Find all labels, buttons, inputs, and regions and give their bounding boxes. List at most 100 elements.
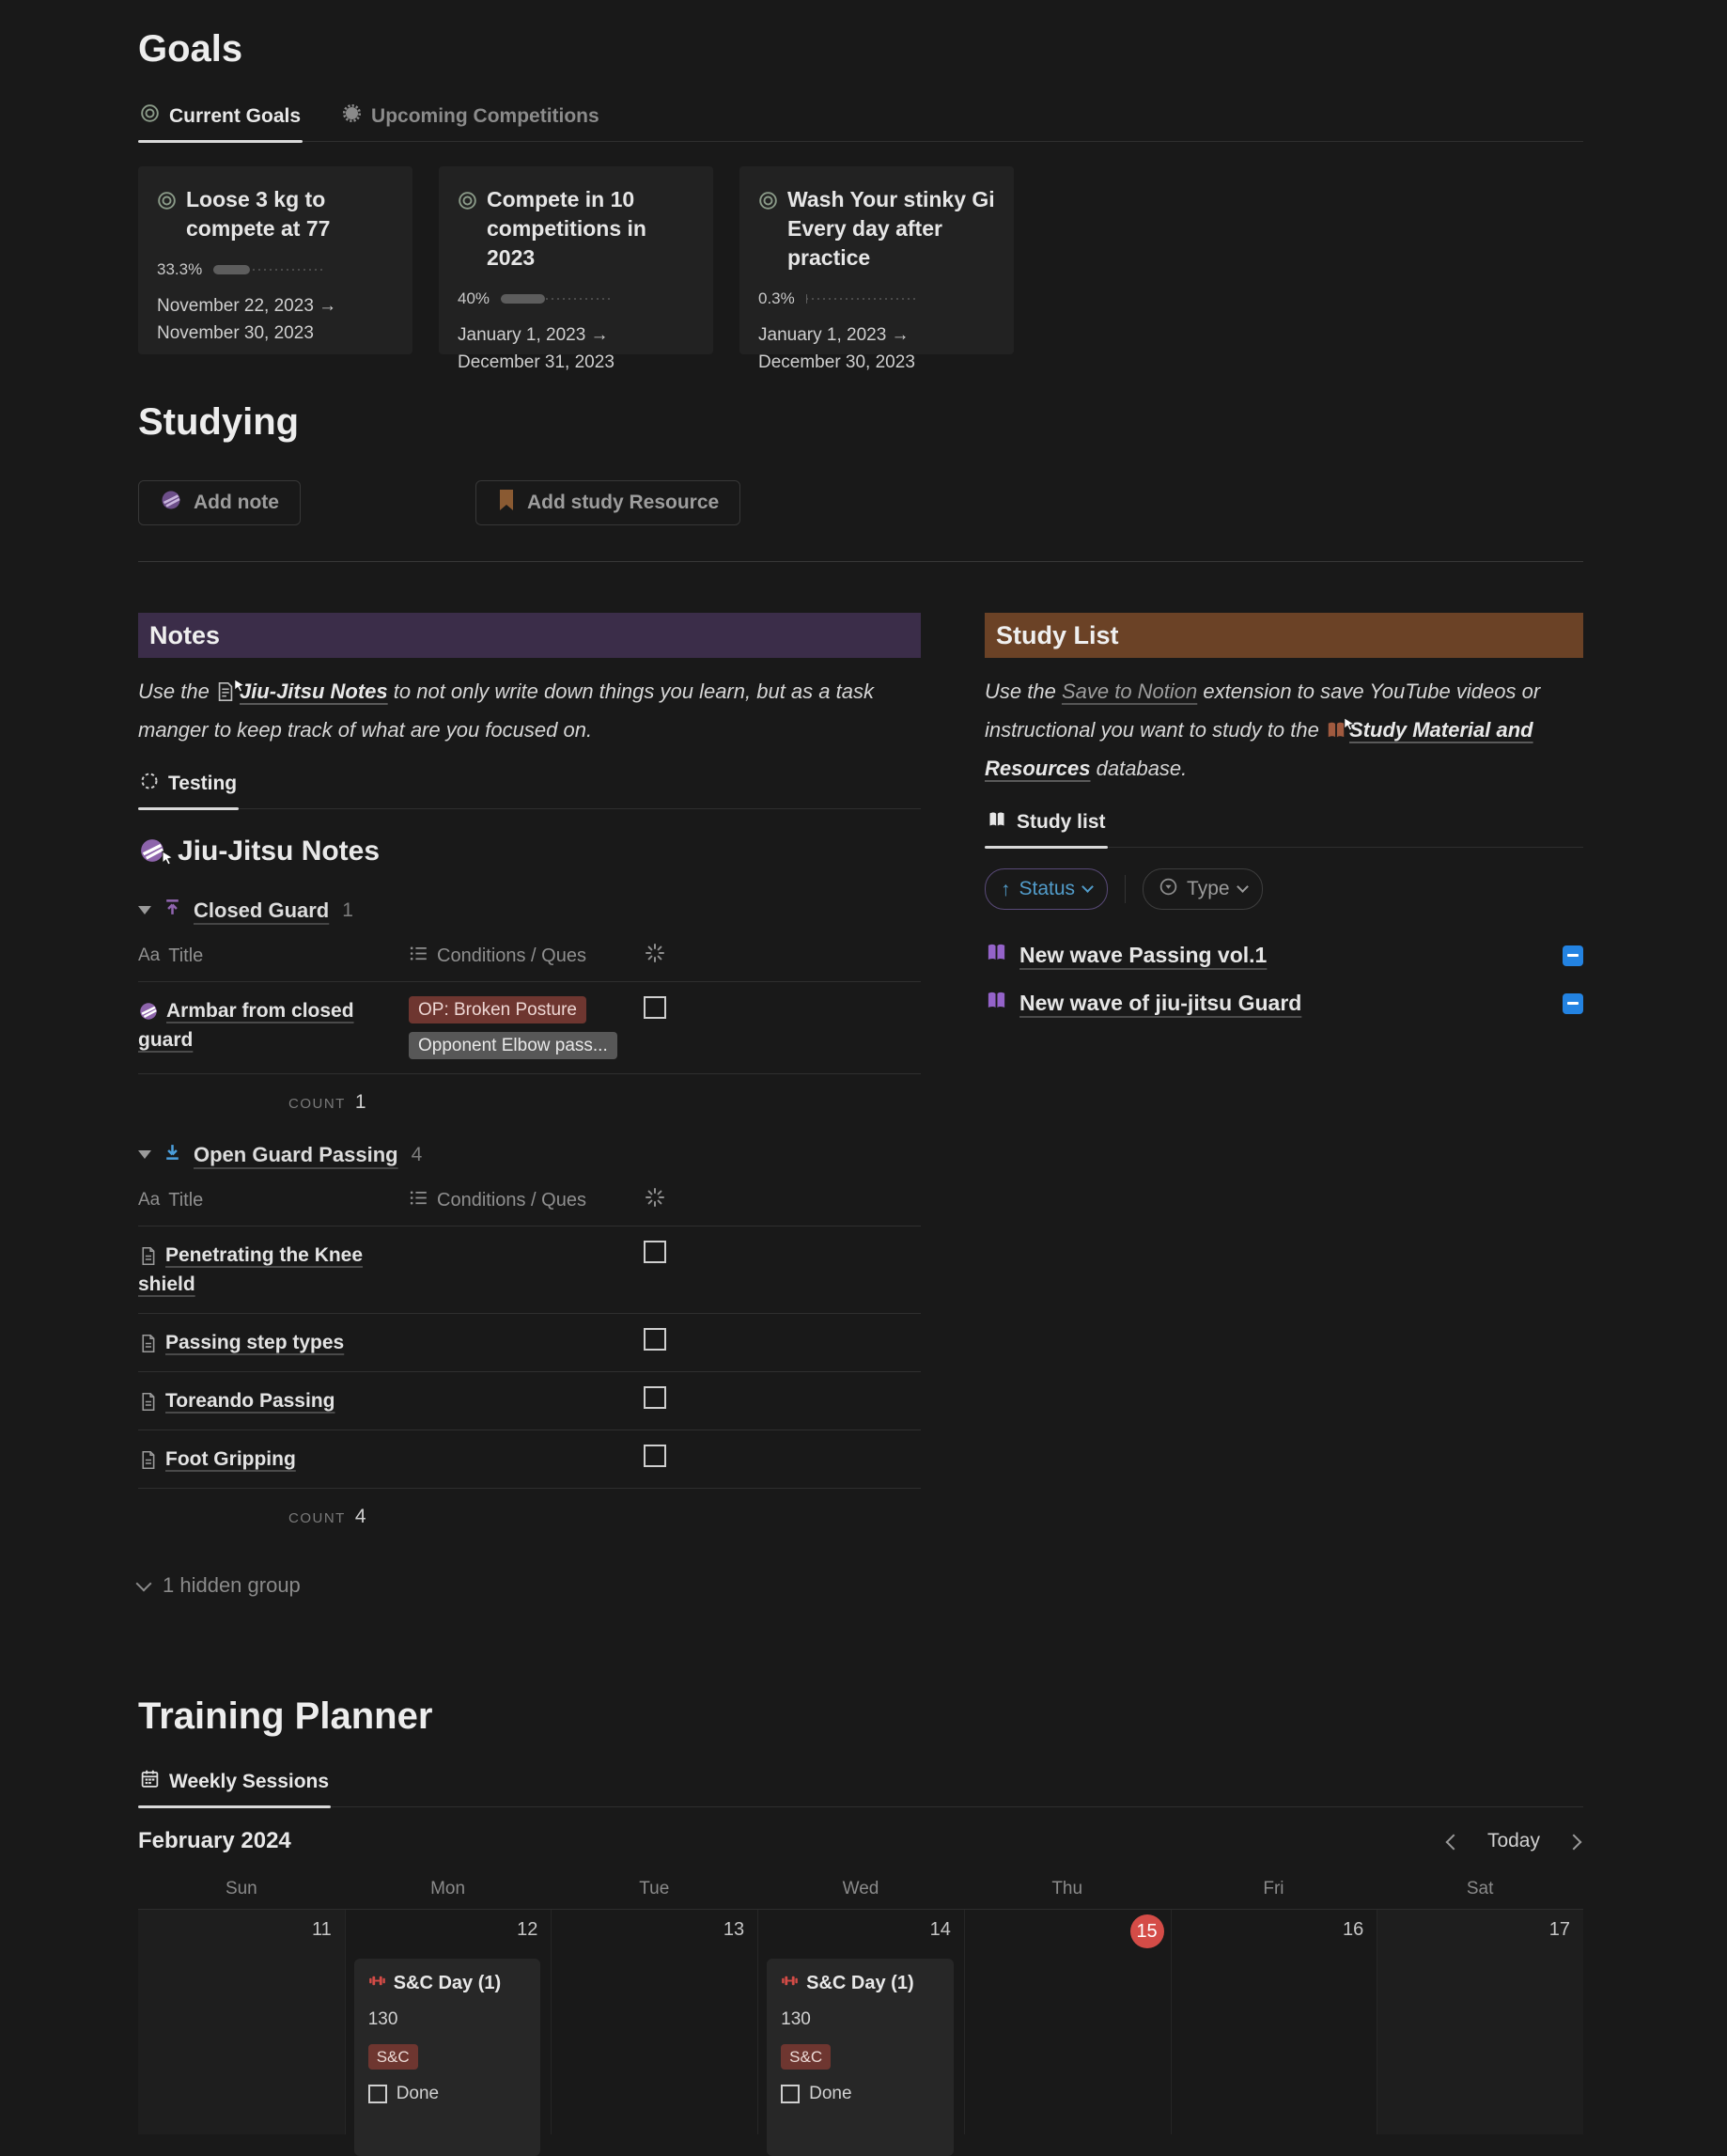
- tab-testing[interactable]: Testing: [138, 766, 240, 810]
- column-title[interactable]: Aa Title: [138, 945, 204, 966]
- study-material-link[interactable]: Study Material and Resources: [985, 717, 1533, 780]
- add-study-resource-button[interactable]: Add study Resource: [475, 480, 741, 525]
- save-to-notion-link[interactable]: Save to Notion: [1061, 680, 1198, 703]
- column-title[interactable]: Aa Title: [138, 1189, 204, 1211]
- belt-icon: [138, 836, 174, 867]
- study-list-item[interactable]: New wave of jiu-jitsu Guard: [985, 990, 1583, 1017]
- date-number: 13: [723, 1919, 745, 1940]
- cursor-icon: [160, 841, 175, 873]
- intro-text: database.: [1096, 757, 1188, 780]
- goal-card-title-row: Wash Your stinky Gi Every day after prac…: [758, 185, 995, 273]
- tag[interactable]: OP: Broken Posture: [409, 996, 586, 1023]
- tab-current-goals[interactable]: Current Goals: [138, 98, 303, 143]
- prev-month-button[interactable]: [1444, 1824, 1463, 1858]
- next-month-button[interactable]: [1564, 1824, 1583, 1858]
- group-header-open-guard-passing: Open Guard Passing 4: [138, 1142, 921, 1167]
- filter-divider: [1125, 875, 1127, 903]
- belt-icon: [160, 489, 182, 517]
- progress-bar: [501, 294, 613, 304]
- planner-tabs: Weekly Sessions: [138, 1763, 1583, 1808]
- calendar-cell-mon-12[interactable]: 12 S&C Day (1) 130 S&C Done: [344, 1910, 552, 2156]
- table-row[interactable]: Armbar from closed guard OP: Broken Post…: [138, 982, 921, 1074]
- column-conditions[interactable]: Conditions / Ques: [409, 1188, 644, 1213]
- table-row[interactable]: Foot Gripping: [138, 1430, 921, 1489]
- table-row[interactable]: Passing step types: [138, 1314, 921, 1372]
- tag[interactable]: Opponent Elbow pass...: [409, 1032, 617, 1059]
- study-list-item[interactable]: New wave Passing vol.1: [985, 942, 1583, 969]
- calendar-grid: 11 12 S&C Day (1) 130 S&C Done 13: [138, 1909, 1583, 2156]
- study-filters: ↑ Status Type: [985, 868, 1583, 910]
- tab-study-list[interactable]: Study list: [985, 805, 1108, 849]
- checkbox-unchecked[interactable]: [644, 996, 666, 1019]
- event-tag: S&C: [781, 2044, 832, 2070]
- checkbox-unchecked[interactable]: [781, 2085, 801, 2103]
- type-filter[interactable]: Type: [1143, 868, 1263, 910]
- notes-intro: Use the Jiu-Jitsu Notes to not only writ…: [138, 672, 921, 749]
- calendar-cell-wed-14[interactable]: 14 S&C Day (1) 130 S&C Done: [757, 1910, 964, 2156]
- row-title: Passing step types: [138, 1328, 409, 1357]
- checkbox-unchecked[interactable]: [644, 1241, 666, 1263]
- checkbox-unchecked[interactable]: [367, 2085, 387, 2103]
- calendar-cell-sun-11[interactable]: 11: [138, 1910, 345, 2134]
- row-title: Armbar from closed guard: [138, 996, 409, 1055]
- goal-card[interactable]: Wash Your stinky Gi Every day after prac…: [739, 166, 1014, 372]
- calendar-cell-thu-15-today[interactable]: 15: [963, 1910, 1171, 2134]
- add-note-button[interactable]: Add note: [138, 480, 301, 525]
- row-title-link[interactable]: Penetrating the Knee shield: [138, 1244, 364, 1295]
- calendar-event[interactable]: S&C Day (1) 130 S&C Done: [353, 1959, 541, 2156]
- page-edit-icon: [215, 676, 245, 701]
- filter-label: Status: [1019, 878, 1076, 899]
- column-checkbox[interactable]: [644, 1186, 921, 1214]
- event-duration: 130: [781, 2009, 811, 2029]
- done-label: Done: [809, 2084, 852, 2103]
- studying-heading: Studying: [138, 401, 300, 443]
- calendar-cell-fri-16[interactable]: 16: [1170, 1910, 1377, 2134]
- row-title-link[interactable]: Foot Gripping: [165, 1448, 296, 1470]
- row-title-link[interactable]: Toreando Passing: [165, 1390, 335, 1412]
- calendar-event[interactable]: S&C Day (1) 130 S&C Done: [767, 1959, 954, 2156]
- hidden-group-toggle[interactable]: 1 hidden group: [135, 1573, 921, 1598]
- table-row[interactable]: Toreando Passing: [138, 1372, 921, 1430]
- collapse-triangle-icon[interactable]: [138, 1150, 151, 1159]
- calendar-cell-tue-13[interactable]: 13: [551, 1910, 758, 2134]
- text-type-icon: Aa: [138, 1190, 161, 1210]
- checkbox-unchecked[interactable]: [644, 1386, 666, 1409]
- jiu-jitsu-notes-db-title[interactable]: Jiu-Jitsu Notes: [138, 836, 921, 867]
- row-title-link[interactable]: Armbar from closed guard: [138, 1000, 354, 1051]
- jiu-jitsu-notes-link[interactable]: Jiu-Jitsu Notes: [215, 679, 388, 703]
- tab-label: Current Goals: [169, 104, 302, 127]
- today-button[interactable]: Today: [1486, 1830, 1540, 1851]
- tab-upcoming-competitions[interactable]: Upcoming Competitions: [340, 98, 601, 141]
- calendar-cell-sat-17[interactable]: 17: [1377, 1910, 1583, 2134]
- spinner-icon: [644, 1186, 666, 1214]
- checkbox-unchecked[interactable]: [644, 1445, 666, 1467]
- minus-badge[interactable]: [1563, 992, 1583, 1014]
- study-item-title[interactable]: New wave of jiu-jitsu Guard: [1019, 991, 1302, 1015]
- goal-card[interactable]: Compete in 10 competitions in 2023 40% J…: [439, 166, 713, 372]
- checkbox-unchecked[interactable]: [644, 1328, 666, 1351]
- study-item-title[interactable]: New wave Passing vol.1: [1019, 943, 1268, 967]
- target-icon: [140, 103, 160, 129]
- minus-badge[interactable]: [1563, 945, 1583, 966]
- dow-label: Mon: [430, 1879, 466, 1898]
- arrow-down-to-bar-icon: [163, 1142, 182, 1167]
- collapse-triangle-icon[interactable]: [138, 906, 151, 914]
- tab-weekly-sessions[interactable]: Weekly Sessions: [138, 1763, 332, 1808]
- intro-text: Use the: [985, 680, 1056, 703]
- table-row[interactable]: Penetrating the Knee shield: [138, 1226, 921, 1314]
- event-title-row: S&C Day (1): [781, 1972, 940, 1995]
- hidden-group-label: 1 hidden group: [163, 1573, 301, 1597]
- notes-view-tabs: Testing: [138, 766, 921, 810]
- goal-percent: 40%: [458, 289, 490, 307]
- column-conditions[interactable]: Conditions / Ques: [409, 944, 644, 969]
- column-checkbox[interactable]: [644, 942, 921, 970]
- row-title-link[interactable]: Passing step types: [165, 1332, 345, 1353]
- section-divider: [138, 561, 1583, 562]
- status-filter[interactable]: ↑ Status: [985, 868, 1109, 910]
- group-name[interactable]: Open Guard Passing: [194, 1142, 398, 1166]
- group-name[interactable]: Closed Guard: [194, 898, 330, 922]
- goal-card[interactable]: Loose 3 kg to compete at 77 33.3% Novemb…: [138, 166, 412, 354]
- goal-card-title-row: Compete in 10 competitions in 2023: [458, 185, 694, 273]
- progress-bar: [805, 294, 917, 304]
- intro-text: to not only write down things you learn,…: [138, 680, 874, 742]
